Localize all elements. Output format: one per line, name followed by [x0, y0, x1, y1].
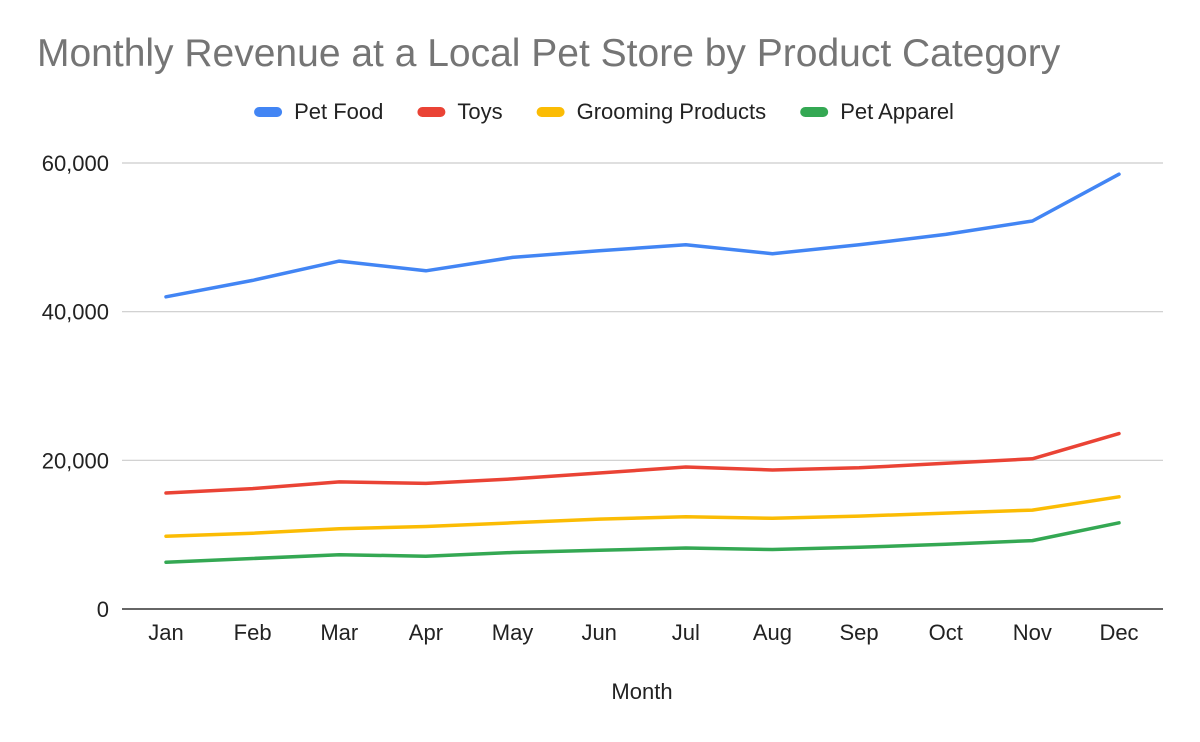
x-tick-label: Jul: [672, 620, 700, 645]
x-tick-label: Sep: [840, 620, 879, 645]
gridlines: [122, 162, 1163, 610]
legend-swatch: [800, 107, 829, 117]
x-tick-label: Apr: [409, 620, 443, 645]
x-tick-label: Feb: [234, 620, 272, 645]
x-tick-label: Mar: [320, 620, 358, 645]
series-line-toys: [164, 431, 1121, 495]
y-axis-tick-labels: 0 20,000 40,000 60,000: [42, 151, 109, 622]
x-tick-label: Dec: [1099, 620, 1138, 645]
legend-item-grooming-products: Grooming Products: [536, 99, 767, 124]
series-line-grooming-products: [164, 495, 1121, 538]
legend: Pet Food Toys Grooming Products Pet Apparel: [254, 99, 954, 124]
x-axis-tick-labels: Jan Feb Mar Apr May Jun Jul Aug Sep Oct Nov Dec: [148, 620, 1138, 645]
legend-swatch: [417, 107, 446, 117]
chart-title: Monthly Revenue at a Local Pet Store by …: [37, 32, 1061, 75]
legend-label: Pet Food: [294, 99, 383, 124]
x-tick-label: Jan: [148, 620, 183, 645]
y-tick-label: 20,000: [42, 448, 109, 473]
y-tick-label: 40,000: [42, 300, 109, 325]
series-line-pet-apparel: [164, 521, 1121, 564]
y-tick-label: 0: [97, 597, 109, 622]
legend-item-pet-food: Pet Food: [254, 99, 383, 124]
series-lines: [164, 172, 1121, 564]
x-tick-label: Aug: [753, 620, 792, 645]
x-tick-label: Jun: [581, 620, 616, 645]
y-tick-label: 60,000: [42, 151, 109, 176]
legend-label: Toys: [457, 99, 502, 124]
legend-swatch: [536, 107, 565, 117]
legend-label: Grooming Products: [577, 99, 767, 124]
x-tick-label: Oct: [929, 620, 963, 645]
x-tick-label: Nov: [1013, 620, 1052, 645]
series-line-pet-food: [164, 172, 1121, 299]
legend-label: Pet Apparel: [840, 99, 954, 124]
x-tick-label: May: [492, 620, 534, 645]
legend-item-pet-apparel: Pet Apparel: [800, 99, 954, 124]
legend-item-toys: Toys: [417, 99, 503, 124]
legend-swatch: [254, 107, 283, 117]
x-axis-title: Month: [611, 679, 672, 704]
